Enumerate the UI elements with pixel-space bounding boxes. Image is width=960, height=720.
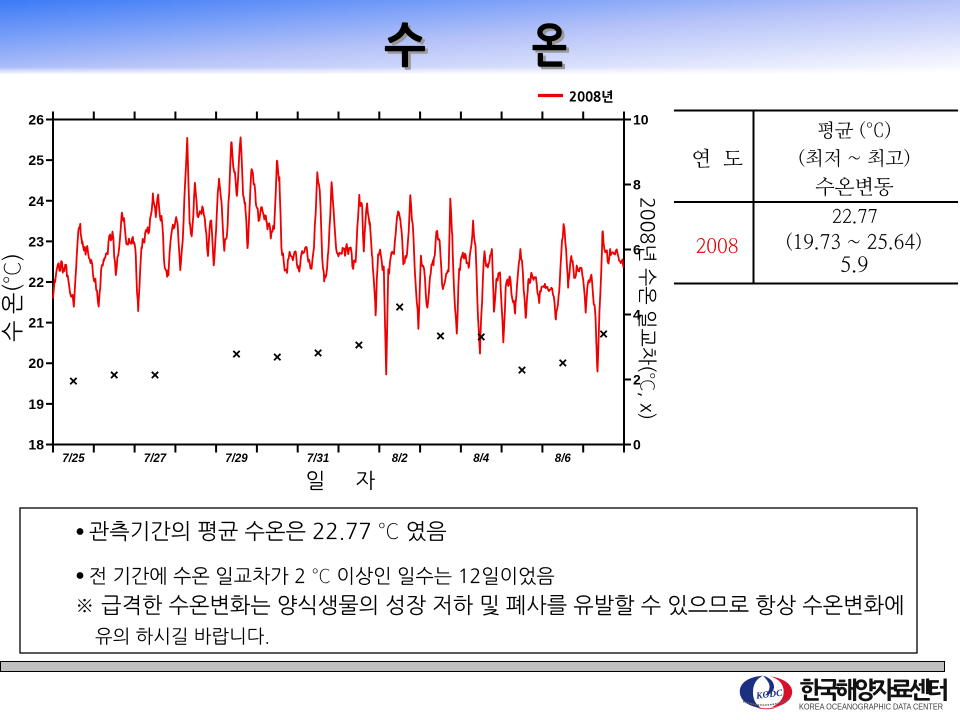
svg-text:8/4: 8/4 (473, 453, 490, 465)
svg-text:18: 18 (28, 437, 44, 453)
svg-text:22: 22 (28, 274, 44, 290)
svg-text:25: 25 (28, 152, 44, 168)
svg-text:26: 26 (28, 112, 44, 128)
svg-text:8/6: 8/6 (555, 453, 572, 465)
svg-text:24: 24 (28, 193, 44, 209)
svg-text:7/27: 7/27 (144, 453, 167, 465)
svg-text:8/2: 8/2 (392, 453, 409, 465)
svg-text:6: 6 (633, 242, 641, 258)
svg-text:7/29: 7/29 (225, 453, 248, 465)
svg-text:2: 2 (633, 372, 641, 388)
svg-text:4: 4 (633, 307, 641, 323)
svg-text:7/25: 7/25 (62, 453, 85, 465)
svg-text:21: 21 (28, 315, 44, 331)
svg-text:8: 8 (633, 177, 641, 193)
svg-text:23: 23 (28, 233, 44, 249)
svg-text:KODC: KODC (755, 689, 784, 702)
svg-text:19: 19 (28, 396, 44, 412)
svg-text:0: 0 (633, 437, 641, 453)
svg-text:10: 10 (633, 112, 649, 128)
svg-text:7/31: 7/31 (307, 453, 329, 465)
svg-text:KOREA OCEANOGRAPHIC DATA CENTE: KOREA OCEANOGRAPHIC DATA CENTER (799, 702, 943, 712)
svg-text:20: 20 (28, 355, 44, 371)
